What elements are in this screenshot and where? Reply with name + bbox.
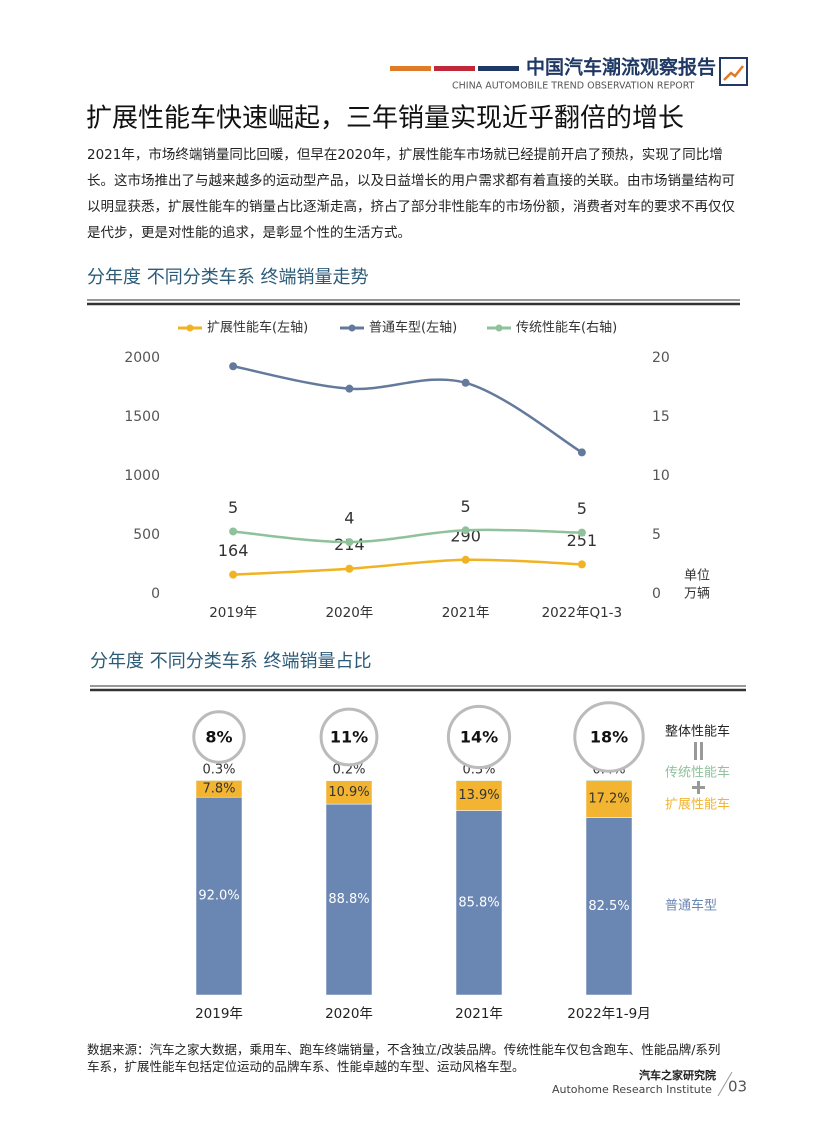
data-label: 92.0%	[198, 889, 239, 904]
section-title: 分年度 不同分类车系 终端销量占比	[90, 651, 371, 672]
bar-segment	[455, 779, 503, 781]
footnote: 数据来源：汽车之家大数据，乘用车、跑车终端销量，不含独立/改装品牌。传统性能车仅…	[87, 1042, 721, 1074]
y-tick-label: 1500	[124, 409, 160, 425]
total-circle	[319, 707, 379, 767]
footer-slash	[717, 1071, 733, 1097]
header-bar	[390, 66, 431, 71]
y2-tick-label: 15	[652, 409, 670, 425]
total-circle	[446, 704, 512, 770]
x-tick-label: 2022年Q1-3	[542, 605, 623, 621]
page-title: 扩展性能车快速崛起，三年销量实现近乎翻倍的增长	[86, 104, 684, 134]
point	[345, 538, 354, 547]
bar-segment	[455, 810, 503, 996]
y2-tick-label: 20	[652, 350, 670, 366]
footer-org: 汽车之家研究院	[639, 1068, 716, 1082]
data-label: 7.8%	[202, 781, 235, 796]
x-tick-label: 2020年	[325, 605, 373, 621]
legend-swatch	[348, 324, 356, 332]
paragraph: 2021年，市场终端销量同比回暖，但早在2020年，扩展性能车市场就已经提前开启…	[87, 147, 735, 241]
bar-segment	[585, 779, 633, 781]
data-label: 17.2%	[588, 792, 629, 807]
data-label: 82.5%	[588, 899, 629, 914]
y-tick-label: 500	[133, 527, 160, 543]
series-line	[233, 558, 582, 576]
data-label: 85.8%	[458, 895, 499, 910]
y-tick-label: 0	[151, 586, 160, 602]
legend-label: 传统性能车	[665, 765, 730, 781]
bar-segment	[585, 780, 633, 818]
series-line	[233, 528, 582, 544]
point	[577, 528, 586, 537]
data-label: 13.9%	[458, 788, 499, 803]
section-title: 分年度 不同分类车系 终端销量走势	[87, 267, 368, 288]
point	[577, 448, 586, 457]
equals-sign	[694, 742, 697, 760]
data-label: 88.8%	[328, 892, 369, 907]
x-tick-label: 2020年	[325, 1006, 373, 1022]
plus-sign	[697, 781, 700, 794]
header-bar	[478, 66, 519, 71]
point	[345, 564, 354, 573]
data-label: 0.3%	[202, 762, 235, 777]
data-label: 5	[228, 498, 238, 517]
bar-segment	[195, 779, 243, 781]
point	[577, 560, 586, 569]
data-label: 164	[218, 541, 249, 560]
legend-label: 扩展性能车	[665, 797, 730, 813]
point	[345, 384, 354, 393]
legend-swatch	[186, 324, 194, 332]
total-label: 14%	[460, 728, 498, 747]
point	[229, 362, 238, 371]
header-subtitle: CHINA AUTOMOBILE TREND OBSERVATION REPOR…	[452, 81, 695, 92]
legend-label: 普通车型(左轴)	[369, 320, 457, 336]
x-tick-label: 2022年1-9月	[567, 1006, 650, 1022]
footer-org-en: Autohome Research Institute	[552, 1083, 712, 1096]
point	[461, 526, 470, 535]
series-line	[232, 365, 583, 454]
page-number: 03	[728, 1078, 747, 1096]
equals-sign	[700, 742, 703, 760]
bar-segment	[585, 817, 633, 996]
y2-tick-label: 10	[652, 468, 670, 484]
header-title: 中国汽车潮流观察报告	[526, 56, 716, 79]
y-tick-label: 2000	[124, 350, 160, 366]
data-label: 10.9%	[328, 785, 369, 800]
header-icon-arrow	[723, 65, 744, 81]
y2-tick-label: 0	[652, 586, 661, 602]
x-tick-label: 2021年	[455, 1006, 503, 1022]
total-circle	[192, 710, 246, 764]
data-label: 5	[577, 499, 587, 518]
bar-segment	[455, 780, 503, 811]
data-label: 4	[344, 509, 354, 528]
bar-segment	[325, 803, 373, 996]
total-label: 11%	[330, 728, 368, 747]
legend-label: 扩展性能车(左轴)	[207, 320, 308, 336]
legend-label: 普通车型	[665, 898, 717, 914]
point	[229, 570, 238, 579]
total-label: 8%	[205, 728, 232, 747]
point	[461, 555, 470, 564]
data-label: 0.2%	[332, 763, 365, 778]
y2-tick-label: 5	[652, 527, 661, 543]
header-bar	[434, 66, 475, 71]
data-label: 251	[567, 531, 598, 550]
y-tick-label: 1000	[124, 468, 160, 484]
x-tick-label: 2021年	[442, 605, 490, 621]
total-label: 18%	[590, 728, 628, 747]
legend-swatch	[495, 324, 503, 332]
legend-label: 整体性能车	[665, 724, 730, 740]
bar-segment	[195, 796, 243, 996]
header-icon	[719, 57, 748, 86]
point	[461, 378, 470, 387]
unit-label: 单位	[684, 569, 710, 584]
unit-label: 万辆	[684, 587, 710, 602]
x-tick-label: 2019年	[195, 1006, 243, 1022]
legend-label: 传统性能车(右轴)	[516, 320, 617, 336]
data-label: 5	[461, 497, 471, 516]
total-circle	[573, 701, 645, 773]
x-tick-label: 2019年	[209, 605, 257, 621]
point	[229, 527, 238, 536]
